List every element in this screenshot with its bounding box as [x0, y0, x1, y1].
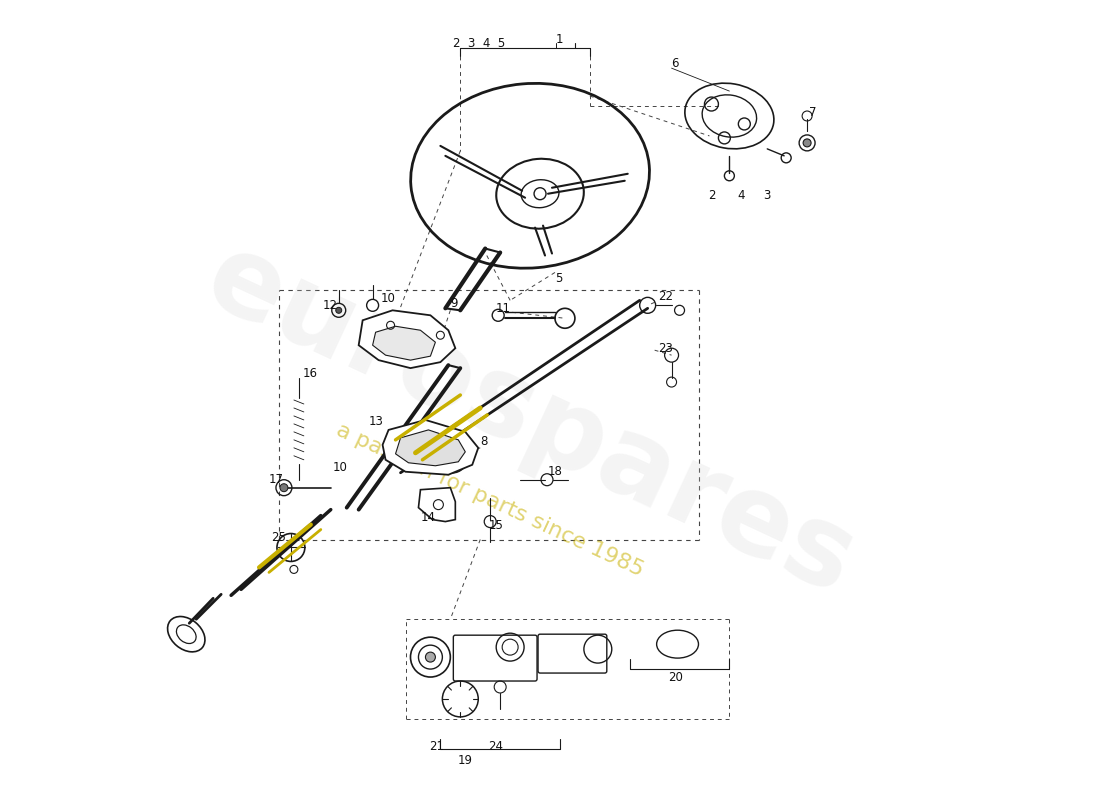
Polygon shape [373, 326, 436, 360]
Text: 12: 12 [322, 299, 338, 312]
Text: 6: 6 [672, 57, 679, 70]
Circle shape [426, 652, 436, 662]
Text: 16: 16 [302, 366, 318, 379]
Text: 22: 22 [658, 290, 672, 303]
Text: eurospares: eurospares [189, 223, 871, 617]
Text: 8: 8 [481, 435, 487, 448]
Circle shape [279, 484, 288, 492]
Polygon shape [383, 420, 478, 474]
Text: 23: 23 [658, 342, 672, 354]
FancyBboxPatch shape [538, 634, 607, 673]
Polygon shape [396, 430, 465, 466]
Text: 10: 10 [381, 292, 396, 305]
Text: 24: 24 [487, 740, 503, 754]
Text: 18: 18 [548, 466, 563, 478]
Text: 2: 2 [707, 190, 715, 202]
Text: 15: 15 [488, 519, 503, 532]
Text: 3: 3 [763, 190, 771, 202]
Polygon shape [359, 310, 455, 368]
Text: 2  3  4  5: 2 3 4 5 [453, 37, 506, 50]
Text: a passion for parts since 1985: a passion for parts since 1985 [333, 419, 647, 580]
Text: 17: 17 [270, 474, 284, 486]
Circle shape [803, 139, 811, 147]
Text: 7: 7 [810, 106, 816, 119]
Text: 25: 25 [271, 531, 286, 544]
Circle shape [336, 307, 342, 314]
Text: 14: 14 [420, 511, 436, 524]
FancyBboxPatch shape [453, 635, 537, 681]
Text: 20: 20 [668, 670, 683, 683]
Text: 9: 9 [450, 297, 458, 310]
Text: 21: 21 [429, 740, 444, 754]
Text: 1: 1 [556, 33, 563, 46]
Text: 11: 11 [495, 302, 510, 315]
Text: 10: 10 [333, 462, 348, 474]
Text: 19: 19 [458, 754, 473, 767]
Text: 5: 5 [556, 272, 562, 285]
Text: 13: 13 [368, 415, 384, 429]
Text: 4: 4 [738, 190, 745, 202]
Polygon shape [418, 488, 455, 522]
